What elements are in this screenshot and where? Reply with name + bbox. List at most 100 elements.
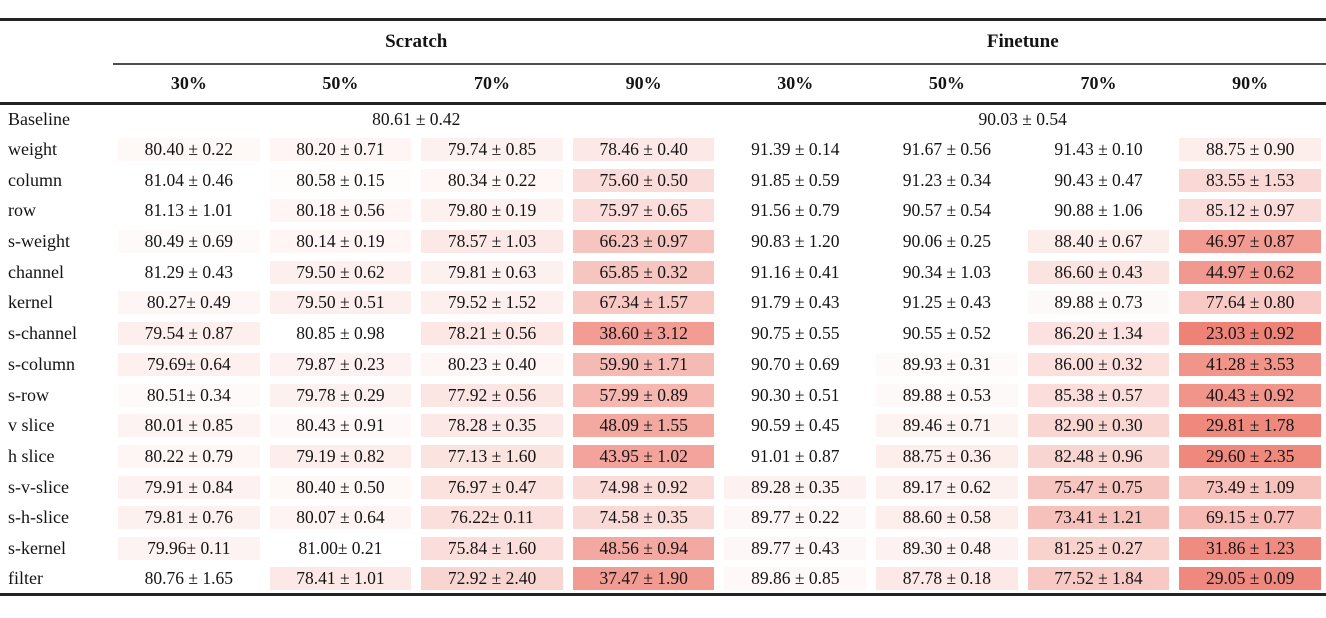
row-label: s-channel	[8, 323, 77, 344]
value-cell-background: 81.25 ± 0.27	[1027, 536, 1170, 560]
value-cell-background: 90.06 ± 0.25	[876, 230, 1018, 254]
value-cell-background: 88.75 ± 0.36	[876, 444, 1018, 468]
value-cell-background: 86.00 ± 0.32	[1027, 352, 1170, 376]
value-cell-background: 72.92 ± 2.40	[421, 566, 563, 590]
value-cell: 91.85 ± 0.59	[719, 165, 871, 196]
value-cell-background: 87.78 ± 0.18	[876, 566, 1018, 590]
value-cell-background: 65.85 ± 0.32	[572, 260, 715, 284]
value-cell-background: 75.97 ± 0.65	[572, 199, 715, 223]
value-cell: 29.05 ± 0.09	[1174, 564, 1326, 595]
value-cell-background: 80.40 ± 0.50	[269, 475, 412, 499]
value-cell-background: 90.75 ± 0.55	[724, 322, 867, 346]
value-cell-background: 77.52 ± 1.84	[1027, 566, 1170, 590]
value-cell-background: 90.88 ± 1.06	[1027, 199, 1170, 223]
value-cell: 80.22 ± 0.79	[113, 441, 265, 472]
value-cell: 79.50 ± 0.51	[265, 288, 417, 319]
value-cell-background: 80.51± 0.34	[118, 383, 260, 407]
value-cell-background: 79.19 ± 0.82	[269, 444, 412, 468]
value-cell-background: 79.52 ± 1.52	[421, 291, 563, 315]
value-cell: 80.85 ± 0.98	[265, 318, 417, 349]
value-cell: 80.20 ± 0.71	[265, 134, 417, 165]
value-cell-background: 91.85 ± 0.59	[724, 168, 867, 192]
value-cell-background: 80.20 ± 0.71	[269, 138, 412, 162]
row-label: row	[8, 200, 36, 221]
value-cell-background: 46.97 ± 0.87	[1179, 230, 1321, 254]
value-cell-background: 76.22± 0.11	[421, 506, 563, 530]
value-cell: 90.43 ± 0.47	[1023, 165, 1175, 196]
value-cell: 79.54 ± 0.87	[113, 318, 265, 349]
value-cell-background: 29.81 ± 1.78	[1179, 414, 1321, 438]
value-cell: 74.58 ± 0.35	[568, 502, 720, 533]
value-cell-background: 78.28 ± 0.35	[421, 414, 563, 438]
header-spacer	[0, 63, 114, 105]
value-cell-background: 79.50 ± 0.51	[269, 291, 412, 315]
value-cell: 29.81 ± 1.78	[1174, 410, 1326, 441]
value-cell-background: 77.92 ± 0.56	[421, 383, 563, 407]
value-cell: 73.49 ± 1.09	[1174, 472, 1326, 503]
value-cell-background: 76.97 ± 0.47	[421, 475, 563, 499]
row-label: s-row	[8, 384, 49, 405]
value-cell: 91.25 ± 0.43	[871, 288, 1023, 319]
value-cell: 79.50 ± 0.62	[265, 257, 417, 288]
value-cell: 77.52 ± 1.84	[1023, 564, 1175, 595]
value-cell-background: 80.40 ± 0.22	[118, 138, 260, 162]
value-cell-background: 90.70 ± 0.69	[724, 352, 867, 376]
row-label: s-h-slice	[8, 507, 69, 528]
value-cell-background: 78.41 ± 1.01	[269, 566, 412, 590]
value-cell: 79.52 ± 1.52	[416, 288, 568, 319]
value-cell: 90.83 ± 1.20	[719, 226, 871, 257]
value-cell: 23.03 ± 0.92	[1174, 318, 1326, 349]
value-cell: 91.16 ± 0.41	[719, 257, 871, 288]
value-cell-background: 91.23 ± 0.34	[876, 168, 1018, 192]
value-cell-background: 80.58 ± 0.15	[269, 168, 412, 192]
row-label: filter	[8, 567, 43, 588]
value-cell: 79.74 ± 0.85	[416, 134, 568, 165]
value-cell-background: 78.57 ± 1.03	[421, 230, 563, 254]
value-cell: 89.46 ± 0.71	[871, 410, 1023, 441]
value-cell-background: 31.86 ± 1.23	[1179, 536, 1321, 560]
value-cell-background: 43.95 ± 1.02	[572, 444, 715, 468]
row-label: weight	[8, 139, 57, 160]
value-cell: 79.19 ± 0.82	[265, 441, 417, 472]
value-cell: 89.88 ± 0.73	[1023, 288, 1175, 319]
table-row: v slice 80.01 ± 0.85 80.43 ± 0.91 78.28 ± 0…	[0, 410, 1326, 441]
value-cell: 69.15 ± 0.77	[1174, 502, 1326, 533]
value-cell-background: 88.40 ± 0.67	[1027, 230, 1170, 254]
value-cell: 80.18 ± 0.56	[265, 196, 417, 227]
value-cell: 78.57 ± 1.03	[416, 226, 568, 257]
value-cell: 80.07 ± 0.64	[265, 502, 417, 533]
value-cell: 76.97 ± 0.47	[416, 472, 568, 503]
value-cell: 80.76 ± 1.65	[113, 564, 265, 595]
column-header-scratch-90: 90%	[567, 63, 720, 105]
value-cell: 82.48 ± 0.96	[1023, 441, 1175, 472]
value-cell-background: 75.47 ± 0.75	[1027, 475, 1170, 499]
value-cell: 88.40 ± 0.67	[1023, 226, 1175, 257]
value-cell-background: 80.85 ± 0.98	[269, 322, 412, 346]
row-label: channel	[8, 261, 64, 282]
value-cell: 73.41 ± 1.21	[1023, 502, 1175, 533]
value-cell-background: 67.34 ± 1.57	[572, 291, 715, 315]
value-cell: 78.21 ± 0.56	[416, 318, 568, 349]
value-cell-background: 74.98 ± 0.92	[572, 475, 715, 499]
value-cell-background: 81.29 ± 0.43	[118, 260, 260, 284]
value-cell: 86.60 ± 0.43	[1023, 257, 1175, 288]
value-cell-background: 44.97 ± 0.62	[1179, 260, 1321, 284]
row-label: h slice	[8, 445, 55, 466]
row-label: kernel	[8, 292, 53, 313]
value-cell-background: 91.39 ± 0.14	[724, 138, 867, 162]
value-cell-background: 79.91 ± 0.84	[118, 475, 260, 499]
value-cell: 78.46 ± 0.40	[568, 134, 720, 165]
table-row: weight 80.40 ± 0.22 80.20 ± 0.71 79.74 ± 0.…	[0, 134, 1326, 165]
value-cell: 80.23 ± 0.40	[416, 349, 568, 380]
row-label: s-v-slice	[8, 476, 69, 497]
value-cell-background: 80.49 ± 0.69	[118, 230, 260, 254]
header-spacer	[0, 20, 113, 64]
value-cell: 90.06 ± 0.25	[871, 226, 1023, 257]
table-row: kernel 80.27± 0.49 79.50 ± 0.51 79.52 ± 1.5…	[0, 288, 1326, 319]
value-cell-background: 79.78 ± 0.29	[269, 383, 412, 407]
value-cell-background: 79.54 ± 0.87	[118, 322, 260, 346]
value-cell-background: 79.81 ± 0.76	[118, 506, 260, 530]
value-cell-background: 90.59 ± 0.45	[724, 414, 867, 438]
value-cell-background: 41.28 ± 3.53	[1179, 352, 1321, 376]
value-cell-background: 89.28 ± 0.35	[724, 475, 867, 499]
